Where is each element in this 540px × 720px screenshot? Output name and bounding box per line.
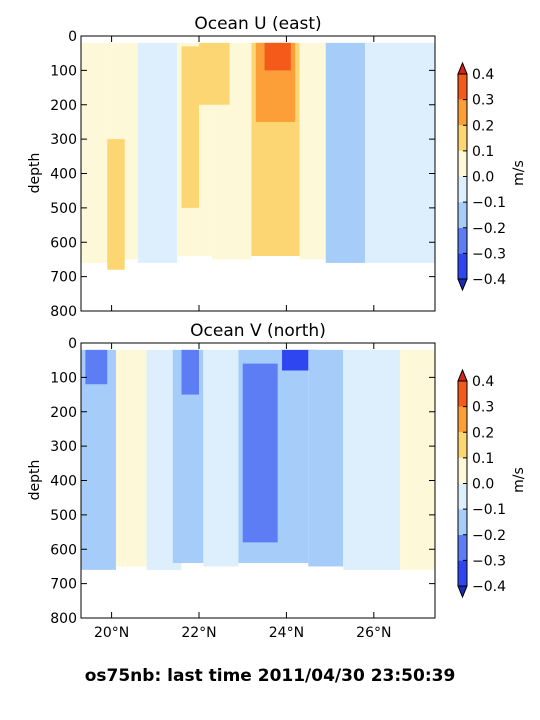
colorbar-segment: [458, 457, 467, 484]
y-tick-label: 400: [50, 167, 77, 183]
colorbar-segment: [458, 406, 467, 433]
panel-u-x-ticks: [111, 36, 375, 311]
data-band: [181, 46, 199, 208]
y-tick-label: 300: [50, 439, 77, 455]
colorbar-tick-label: −0.2: [472, 528, 506, 544]
y-tick-label: 200: [50, 98, 77, 114]
y-tick-label: 600: [50, 235, 77, 251]
panel-v-x-ticks: 20°N 22°N 24°N 26°N: [94, 343, 391, 641]
data-band: [325, 42, 366, 263]
y-tick-label: 200: [50, 405, 77, 421]
y-tick-label: 500: [50, 201, 77, 217]
colorbar-tick-label: 0.0: [472, 477, 494, 493]
colorbar-tick-label: 0.3: [472, 400, 494, 416]
colorbar-extend-max: [457, 368, 468, 382]
colorbar-tick-label: −0.1: [472, 502, 506, 518]
colorbar-tick-label: −0.2: [472, 221, 506, 237]
panel-u-plot-area: [81, 42, 435, 270]
colorbar-tick-label: −0.3: [472, 246, 506, 262]
data-band: [299, 42, 326, 260]
colorbar-segment: [458, 150, 467, 177]
y-tick-label: 100: [50, 63, 77, 79]
colorbar-segment: [458, 253, 467, 279]
panel-v: Ocean V (north) 0 100 200 300 400 500 600 700 80…: [27, 321, 527, 641]
colorbar-tick-label: 0.2: [472, 425, 494, 441]
colorbar-extend-min: [457, 278, 468, 292]
y-tick-label: 800: [50, 304, 77, 320]
panel-u-y-ticks: 0 100 200 300 400 500 600 700 800: [50, 29, 435, 320]
data-band: [199, 42, 230, 105]
y-tick-label: 0: [68, 336, 77, 352]
panel-v-ylabel: depth: [27, 460, 43, 501]
colorbar-tick-label: 0.4: [472, 374, 494, 390]
figure-suptitle: os75nb: last time 2011/04/30 23:50:39: [84, 666, 456, 686]
x-tick-label: 20°N: [94, 625, 129, 641]
panel-v-colorbar: 0.4 0.3 0.2 0.1 0.0 −0.1 −0.2 −0.3 −0.4: [457, 368, 506, 599]
colorbar-extend-max: [457, 61, 468, 75]
panel-u-ylabel: depth: [27, 153, 43, 194]
colorbar-segment: [458, 509, 467, 535]
data-band: [181, 349, 199, 395]
colorbar-segment: [458, 125, 467, 151]
colorbar-segment: [458, 381, 467, 407]
colorbar-extend-min: [457, 585, 468, 599]
data-band: [137, 42, 178, 263]
data-band: [85, 349, 108, 385]
colorbar-tick-label: 0.3: [472, 93, 494, 109]
colorbar-segment: [458, 560, 467, 586]
data-band: [264, 42, 291, 71]
colorbar-tick-label: 0.0: [472, 170, 494, 186]
colorbar-tick-label: −0.4: [472, 272, 506, 288]
colorbar-tick-label: 0.2: [472, 118, 494, 134]
colorbar-tick-label: −0.3: [472, 553, 506, 569]
y-tick-label: 800: [50, 611, 77, 627]
data-band: [81, 349, 116, 570]
colorbar-segment: [458, 176, 467, 203]
colorbar-segment: [458, 432, 467, 458]
colorbar-segment: [458, 483, 467, 510]
y-tick-label: 400: [50, 474, 77, 490]
data-band: [107, 139, 125, 270]
colorbar-segment: [458, 534, 467, 561]
panel-v-colorbar-label: m/s: [511, 467, 527, 493]
y-tick-label: 500: [50, 508, 77, 524]
panel-v-y-ticks: 0 100 200 300 400 500 600 700 800: [50, 336, 435, 627]
panel-u: Ocean U (east) 0 100 200 300 400 500 600 700 800…: [27, 14, 527, 320]
panel-u-title: Ocean U (east): [194, 14, 321, 34]
colorbar-segment: [458, 74, 467, 100]
panel-u-colorbar: 0.4 0.3 0.2 0.1 0.0 −0.1 −0.2 −0.3 −0.4: [457, 61, 506, 292]
data-band: [308, 349, 344, 567]
data-band: [242, 363, 278, 543]
panel-v-plot-area: [81, 349, 435, 570]
y-tick-label: 700: [50, 577, 77, 593]
y-tick-label: 0: [68, 29, 77, 45]
colorbar-tick-label: −0.1: [472, 195, 506, 211]
colorbar-segment: [458, 99, 467, 126]
panel-u-colorbar-label: m/s: [511, 160, 527, 186]
data-band: [81, 42, 112, 263]
data-band: [203, 349, 239, 567]
x-tick-label: 26°N: [356, 625, 391, 641]
colorbar-tick-label: 0.1: [472, 144, 494, 160]
colorbar-segment: [458, 202, 467, 228]
y-tick-label: 600: [50, 542, 77, 558]
colorbar-segment: [458, 227, 467, 254]
y-tick-label: 100: [50, 370, 77, 386]
colorbar-tick-label: −0.4: [472, 579, 506, 595]
x-tick-label: 24°N: [269, 625, 304, 641]
data-band: [400, 349, 435, 570]
panel-v-title: Ocean V (north): [190, 321, 326, 341]
y-tick-label: 300: [50, 132, 77, 148]
data-band: [365, 42, 435, 263]
x-tick-label: 22°N: [181, 625, 216, 641]
colorbar-tick-label: 0.4: [472, 67, 494, 83]
y-tick-label: 700: [50, 270, 77, 286]
colorbar-tick-label: 0.1: [472, 451, 494, 467]
data-band: [115, 349, 147, 567]
data-band: [343, 349, 401, 570]
